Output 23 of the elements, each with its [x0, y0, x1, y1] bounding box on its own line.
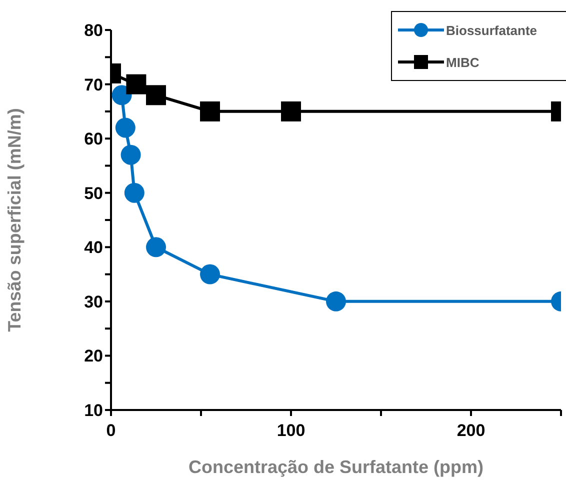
y-tick-label: 60: [84, 130, 103, 149]
point: [200, 101, 220, 122]
y-axis-title: Tensão superficial (mN/m): [4, 108, 24, 332]
point: [146, 237, 166, 258]
y-tick-label: 80: [84, 21, 103, 40]
y-tick-label: 50: [84, 184, 103, 203]
point: [120, 144, 141, 165]
point: [200, 264, 220, 284]
x-tick-label: 100: [276, 421, 306, 440]
point: [124, 182, 144, 203]
point: [126, 74, 146, 94]
legend-label: Biossurfatante: [446, 22, 538, 38]
legend-label: MIBC: [446, 54, 480, 70]
y-tick-label: 20: [84, 346, 103, 366]
point: [115, 118, 136, 138]
y-tick-label: 30: [84, 292, 103, 312]
x-axis-title: Concentração de Surfatante (ppm): [188, 457, 484, 477]
y-tick-label: 70: [84, 75, 103, 94]
point: [146, 85, 166, 106]
y-tick-label: 10: [84, 401, 103, 420]
y-tick-label: 40: [84, 238, 103, 258]
x-tick-label: 200: [456, 421, 486, 440]
x-tick-label: 0: [106, 421, 116, 440]
